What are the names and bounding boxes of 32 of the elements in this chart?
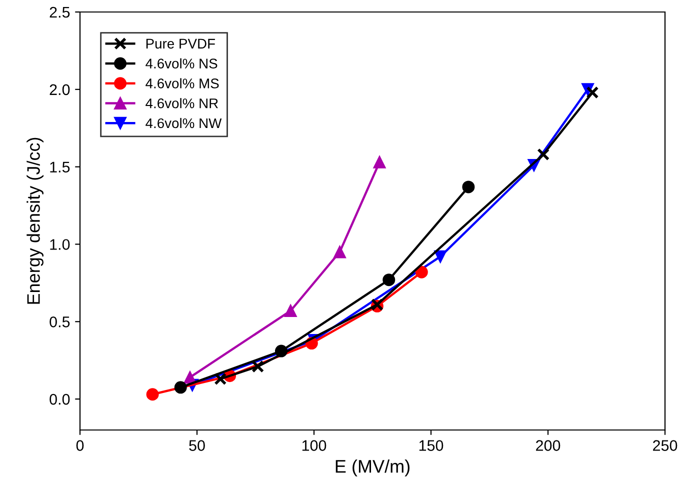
text: 1.0	[50, 239, 70, 250]
point	[434, 250, 447, 263]
legend-label: Pure PVDF	[146, 38, 215, 49]
x-tick-label: 0	[76, 440, 84, 451]
point	[252, 360, 264, 373]
point	[146, 388, 159, 401]
x-tick-label: 50	[189, 440, 205, 451]
point	[382, 274, 396, 286]
text: 0.0	[50, 394, 70, 405]
x-tick-label: 150	[419, 440, 444, 451]
legend-label: 4.6vol% NR	[146, 98, 218, 108]
y-axis-title: Energy density (J/cc)	[26, 138, 44, 304]
y-tick-label: 0.5	[50, 316, 70, 328]
legend-label: 4.6vol% NW	[146, 118, 222, 128]
text: 2.0	[50, 84, 70, 96]
legend-label: 4.6vol% NS	[146, 58, 218, 68]
point	[333, 246, 346, 258]
point	[174, 381, 187, 394]
y-tick-label: 2.5	[50, 6, 70, 18]
x-axis-title: E (MV/m)	[336, 460, 410, 476]
legend-label: 4.6vol% MS	[146, 78, 219, 88]
x-tick-label: 200	[536, 440, 560, 451]
point	[373, 156, 386, 168]
point	[214, 372, 227, 386]
point	[462, 180, 475, 194]
point	[284, 304, 297, 318]
point	[415, 266, 428, 278]
point	[537, 148, 550, 161]
x-tick-label: 250	[653, 440, 678, 451]
y-tick-label: 1.5	[50, 162, 70, 172]
x-tick-label: 100	[302, 440, 326, 451]
point	[586, 86, 599, 99]
